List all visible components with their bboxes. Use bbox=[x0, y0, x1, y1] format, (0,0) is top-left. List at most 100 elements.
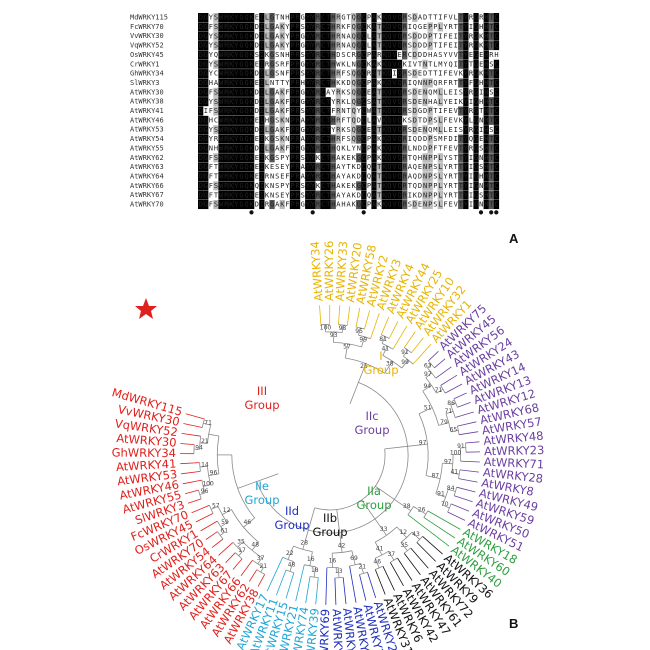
residue: D bbox=[413, 201, 417, 209]
residue-shade bbox=[391, 190, 398, 200]
residue: K bbox=[250, 163, 255, 171]
residue-shade bbox=[391, 143, 398, 153]
residue: R bbox=[449, 182, 454, 190]
tree-branch bbox=[211, 505, 219, 510]
residue-shade bbox=[483, 106, 489, 116]
residue: T bbox=[408, 154, 413, 162]
residue: Y bbox=[443, 23, 448, 31]
residue: K bbox=[250, 51, 255, 59]
residue: R bbox=[316, 14, 321, 22]
residue: F bbox=[443, 201, 447, 209]
residue: Q bbox=[245, 98, 249, 106]
residue: T bbox=[377, 182, 382, 190]
residue: E bbox=[255, 135, 259, 143]
tree-branch bbox=[181, 433, 201, 437]
tree-branch bbox=[191, 504, 210, 514]
residue-shade bbox=[305, 69, 311, 79]
residue: K bbox=[382, 116, 387, 124]
residue-shade bbox=[427, 134, 433, 144]
residue: Y bbox=[464, 182, 469, 190]
residue: T bbox=[459, 145, 464, 153]
residue-shade bbox=[325, 125, 331, 135]
residue-shade bbox=[325, 50, 331, 60]
residue: K bbox=[316, 182, 321, 190]
residue-shade bbox=[320, 50, 326, 60]
residue-shade bbox=[351, 106, 357, 116]
residue-shade bbox=[427, 171, 433, 181]
residue: Y bbox=[306, 173, 311, 181]
residue: K bbox=[229, 70, 234, 78]
residue: T bbox=[459, 32, 464, 40]
residue: Q bbox=[413, 182, 417, 190]
residue-shade bbox=[422, 78, 428, 88]
residue: D bbox=[199, 88, 203, 96]
residue: T bbox=[326, 107, 331, 115]
tree-leaf-label: AtWRKY33 bbox=[333, 241, 351, 302]
residue: T bbox=[489, 191, 494, 199]
residue: R bbox=[224, 163, 229, 171]
residue-shade bbox=[381, 106, 387, 116]
residue: T bbox=[489, 163, 494, 171]
residue: Y bbox=[234, 107, 239, 115]
residue: E bbox=[449, 42, 453, 50]
residue: R bbox=[265, 60, 270, 68]
residue: N bbox=[280, 14, 284, 22]
residue: G bbox=[418, 107, 422, 115]
residue: T bbox=[275, 14, 280, 22]
tree-branch bbox=[195, 513, 214, 523]
residue: K bbox=[352, 154, 357, 162]
residue: G bbox=[239, 107, 243, 115]
residue: A bbox=[372, 154, 377, 162]
tree-branch bbox=[374, 558, 380, 569]
residue-shade bbox=[361, 115, 367, 125]
residue: V bbox=[392, 182, 397, 190]
residue-shade bbox=[238, 162, 245, 172]
residue: T bbox=[326, 14, 331, 22]
residue-shade bbox=[427, 31, 433, 41]
residue-shade bbox=[493, 143, 500, 153]
residue: W bbox=[219, 88, 224, 96]
residue-shade bbox=[198, 143, 204, 153]
alignment-row: GhWRKY34 D G Y C W R K Y G Q K D I L G S N F P R S Y Y R C T H R F S Q G… bbox=[130, 69, 500, 79]
residue: F bbox=[341, 135, 345, 143]
tree-branch bbox=[445, 410, 454, 415]
residue-shade bbox=[361, 171, 367, 181]
residue-shade bbox=[361, 69, 367, 79]
residue-shade bbox=[330, 115, 336, 125]
residue-shade bbox=[305, 181, 311, 191]
tree-branch bbox=[346, 306, 351, 326]
residue-shade bbox=[223, 143, 229, 153]
tree-leaf-label: AtWRKY28 bbox=[482, 465, 544, 486]
residue: T bbox=[377, 32, 382, 40]
residue-shade bbox=[203, 31, 209, 41]
residue: Q bbox=[413, 173, 417, 181]
conserved-site-dot bbox=[478, 210, 484, 215]
residue: F bbox=[443, 145, 447, 153]
residue: N bbox=[423, 191, 427, 199]
residue: V bbox=[392, 23, 397, 31]
residue: Q bbox=[387, 116, 391, 124]
residue: T bbox=[433, 107, 438, 115]
residue-shade bbox=[427, 41, 433, 51]
residue: Y bbox=[306, 126, 311, 134]
residue-shade bbox=[361, 31, 367, 41]
residue-shade bbox=[381, 153, 387, 163]
residue: C bbox=[362, 145, 366, 153]
residue: P bbox=[428, 163, 432, 171]
residue: I bbox=[408, 23, 412, 31]
residue: R bbox=[469, 88, 474, 96]
residue: T bbox=[275, 79, 280, 87]
residue: R bbox=[296, 182, 301, 190]
residue: R bbox=[352, 51, 357, 59]
residue: G bbox=[204, 42, 208, 50]
residue: S bbox=[408, 98, 412, 106]
tree-branch bbox=[338, 324, 348, 326]
residue-shade bbox=[483, 13, 489, 23]
residue: L bbox=[347, 98, 351, 106]
bootstrap-value: 84 bbox=[447, 485, 455, 492]
residue-shade bbox=[437, 153, 443, 163]
residue-shade bbox=[238, 115, 245, 125]
residue: T bbox=[489, 135, 494, 143]
residue: R bbox=[316, 145, 321, 153]
residue: C bbox=[321, 14, 325, 22]
